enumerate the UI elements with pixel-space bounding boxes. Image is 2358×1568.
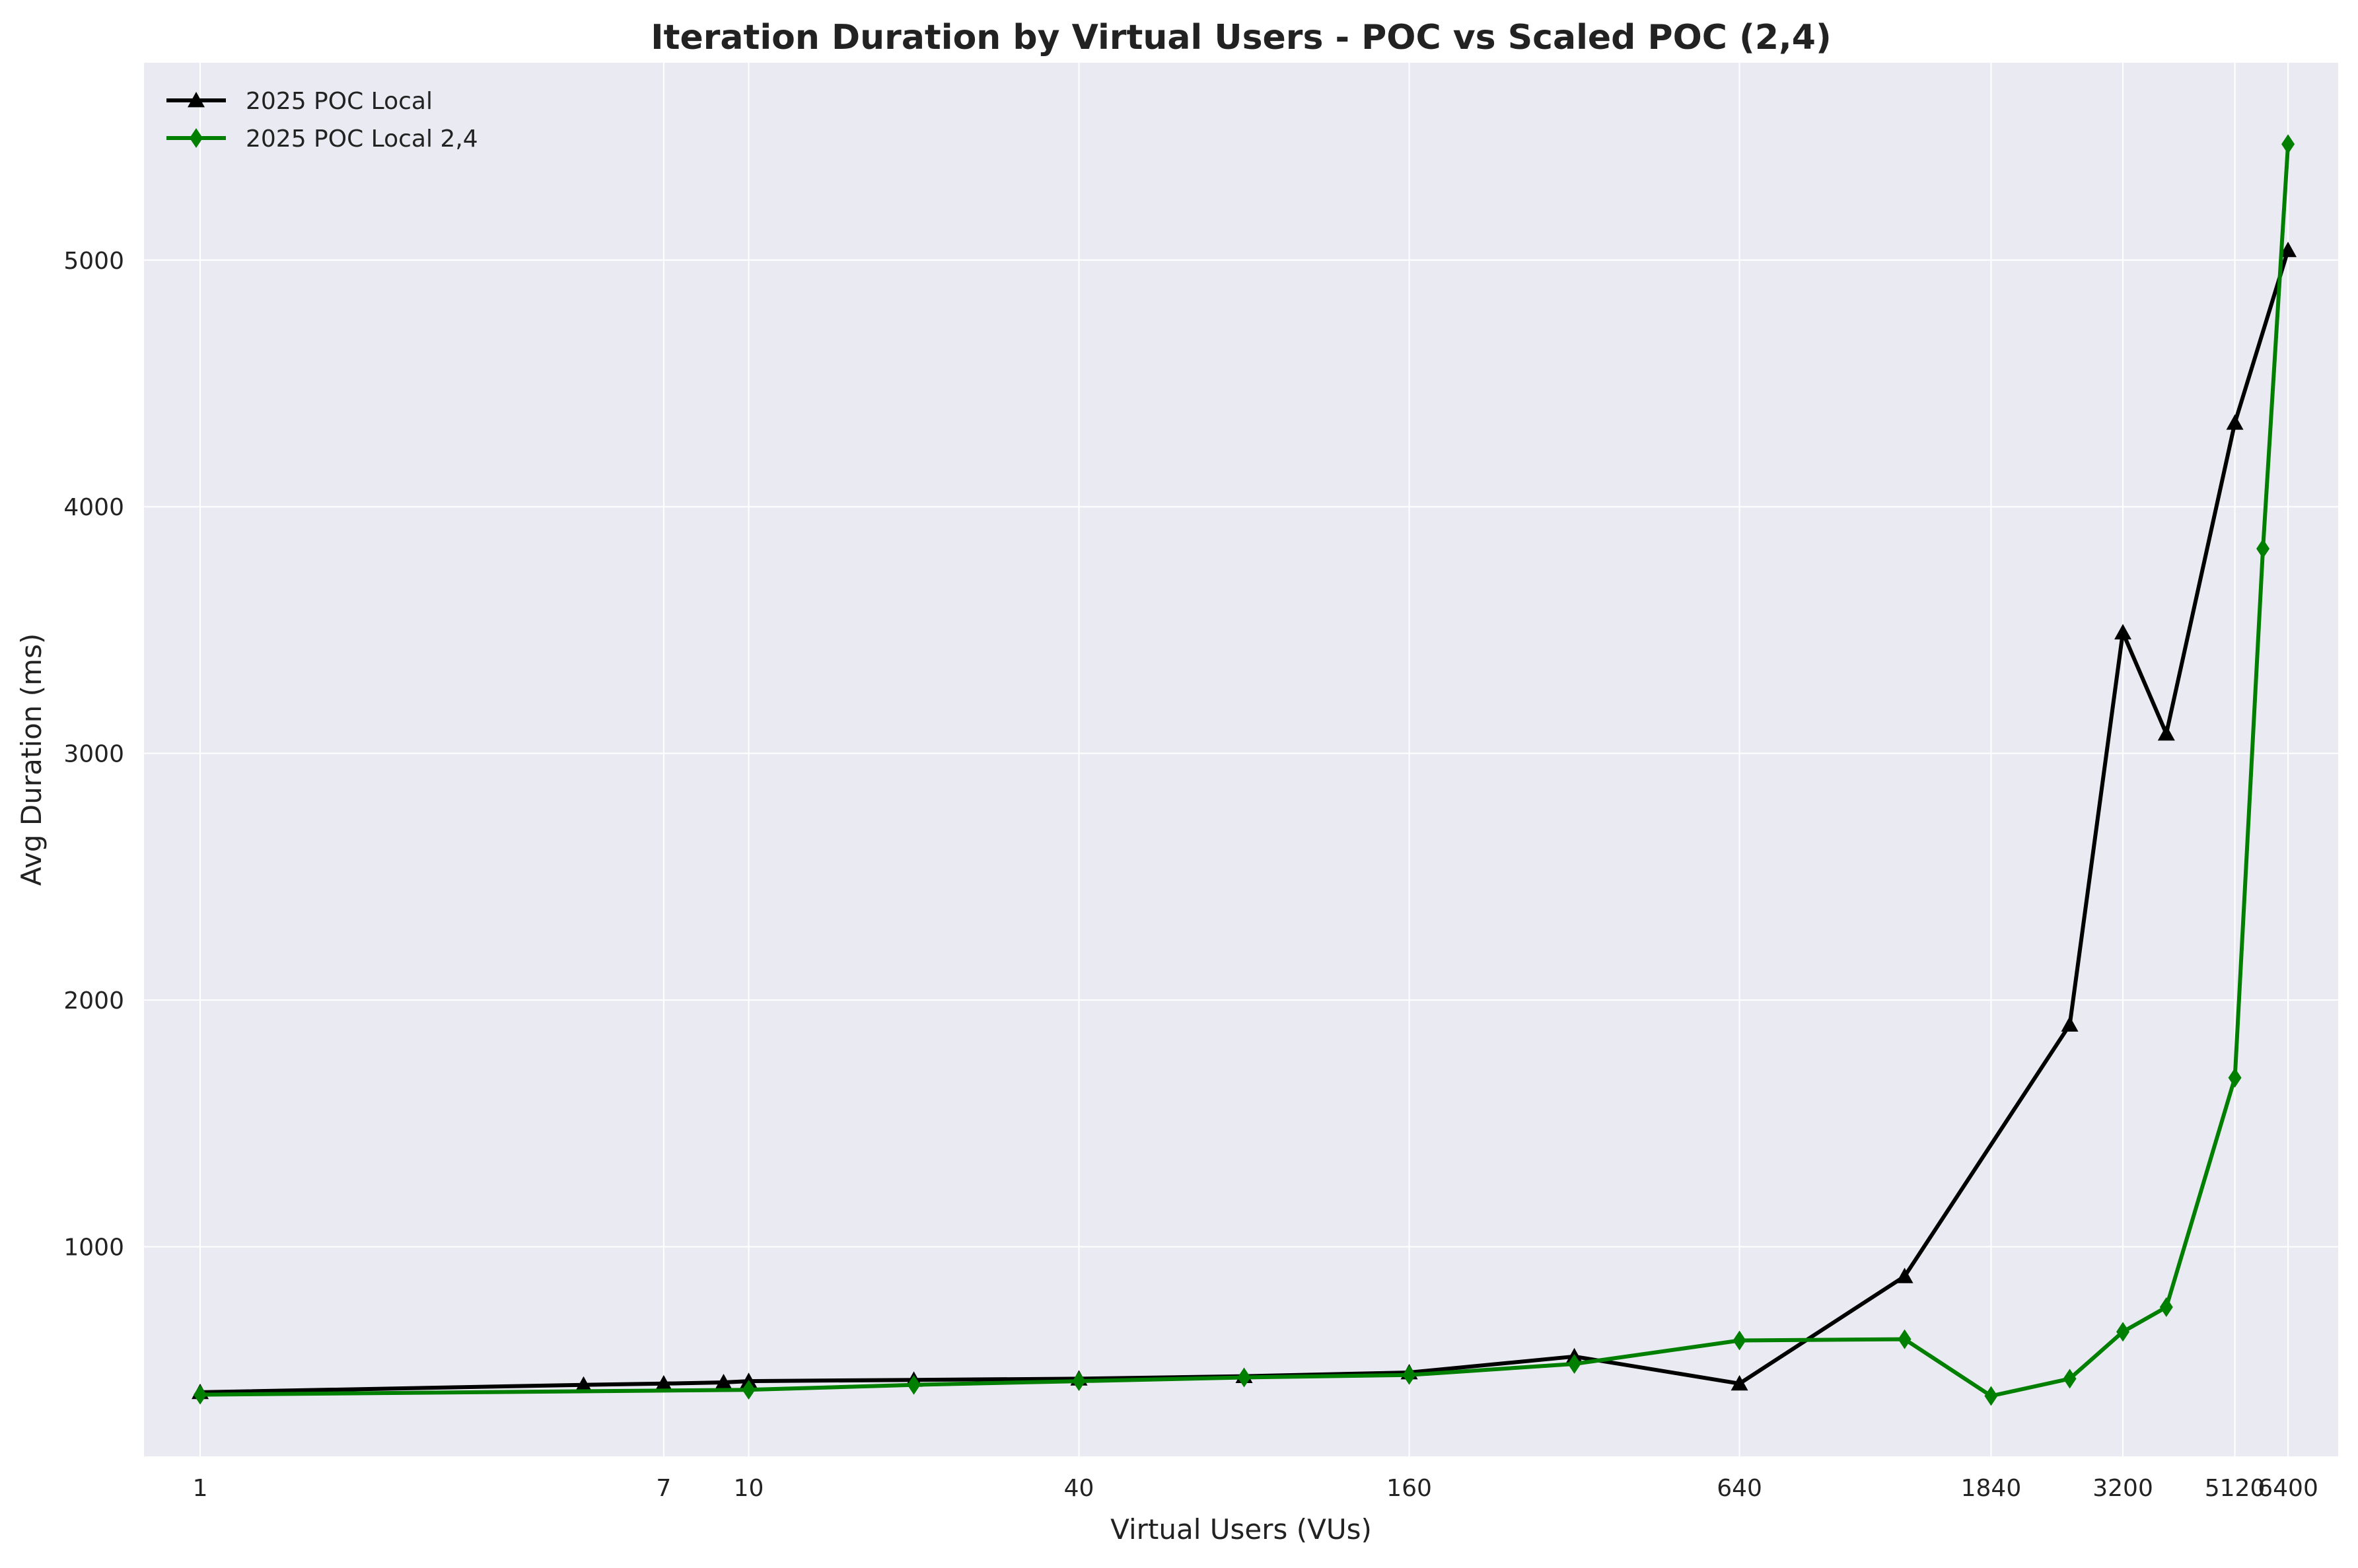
data-point-marker <box>2279 241 2297 258</box>
data-point-marker <box>188 92 205 108</box>
y-tick-label: 2000 <box>63 987 124 1015</box>
y-axis-label: Avg Duration (ms) <box>15 633 48 886</box>
grid-lines <box>144 63 2338 1456</box>
data-point-marker <box>1733 1330 1746 1351</box>
data-point-marker <box>1731 1374 1748 1391</box>
data-point-marker <box>1402 1365 1416 1385</box>
x-tick-label: 5120 <box>2205 1475 2266 1502</box>
x-tick-label: 10 <box>734 1475 764 1502</box>
series-line <box>199 144 2291 1398</box>
data-point-marker <box>1567 1353 1581 1374</box>
x-tick-label: 1 <box>193 1475 208 1502</box>
data-point-marker <box>1898 1329 1911 1349</box>
y-tick-label: 3000 <box>63 741 124 768</box>
data-point-marker <box>715 1373 732 1390</box>
y-tick-label: 4000 <box>63 494 124 521</box>
x-tick-label: 640 <box>1717 1475 1762 1502</box>
x-tick-label: 6400 <box>2258 1475 2318 1502</box>
data-point-marker <box>1072 1371 1086 1392</box>
data-point-marker <box>655 1374 672 1391</box>
data-point-marker <box>907 1374 921 1395</box>
y-tick-label: 1000 <box>63 1234 124 1262</box>
tick-labels: 1000 2000 3000 4000 5000 1 7 10 40 160 640 1840 3200… <box>63 248 2318 1502</box>
chart-title: Iteration Duration by Virtual Users - PO… <box>651 18 1831 57</box>
data-point-marker <box>2157 725 2175 741</box>
y-tick-label: 5000 <box>63 248 124 275</box>
data-point-marker <box>2063 1369 2077 1389</box>
data-point-marker <box>1896 1267 1913 1283</box>
x-tick-label: 3200 <box>2092 1475 2153 1502</box>
x-tick-label: 7 <box>656 1475 671 1502</box>
x-tick-label: 1840 <box>1961 1475 2022 1502</box>
x-tick-label: 40 <box>1064 1475 1094 1502</box>
plot-area <box>144 63 2338 1456</box>
data-point-marker <box>2256 538 2270 559</box>
x-tick-label: 160 <box>1386 1475 1432 1502</box>
data-point-marker <box>190 128 203 148</box>
data-point-marker <box>2281 134 2295 155</box>
data-point-marker <box>2114 624 2132 640</box>
series-group <box>194 134 2295 1406</box>
data-point-marker <box>2228 1067 2242 1088</box>
series-layer <box>192 134 2297 1406</box>
legend-label: 2025 POC Local <box>246 88 433 115</box>
data-point-marker <box>742 1380 756 1400</box>
data-point-marker <box>2226 414 2244 430</box>
legend: 2025 POC Local 2025 POC Local 2,4 <box>166 88 478 153</box>
data-point-marker <box>575 1376 592 1392</box>
x-axis-label: Virtual Users (VUs) <box>1110 1513 1372 1546</box>
data-point-marker <box>2116 1322 2130 1342</box>
data-point-marker <box>1237 1367 1251 1388</box>
data-point-marker <box>1984 1386 1998 1406</box>
data-point-marker <box>2159 1297 2173 1318</box>
data-point-marker <box>2061 1016 2079 1032</box>
data-point-marker <box>194 1384 207 1405</box>
legend-label: 2025 POC Local 2,4 <box>246 125 478 153</box>
